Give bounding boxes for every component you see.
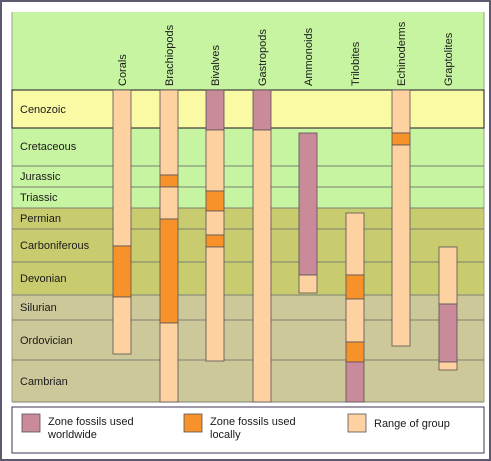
label-devonian: Devonian	[20, 273, 66, 285]
range-bars	[112, 89, 458, 403]
band-cretaceous	[12, 128, 484, 166]
label-graptolites: Graptolites	[443, 32, 455, 86]
label-ordovician: Ordovician	[20, 335, 73, 347]
legend-swatch-worldwide	[21, 413, 41, 433]
legend-local-line2: locally	[210, 429, 241, 441]
label-triassic: Triassic	[20, 192, 58, 204]
legend-worldwide-label: Zone fossils used worldwide	[47, 416, 137, 441]
bar-bivalves	[205, 89, 225, 362]
label-gastropods: Gastropods	[257, 29, 269, 86]
legend-swatch-local	[183, 413, 203, 433]
legend-local-line1: Zone fossils used	[210, 416, 296, 428]
legend: Zone fossils used worldwide Zone fossils…	[11, 406, 485, 454]
label-brachiopods: Brachiopods	[164, 24, 176, 86]
band-permian	[12, 208, 484, 229]
column-lines	[11, 12, 485, 402]
label-trilobites: Trilobites	[350, 41, 362, 86]
band-jurassic	[12, 166, 484, 187]
bar-gastropods	[252, 89, 272, 403]
legend-worldwide-line1: Zone fossils used	[48, 416, 134, 428]
bar-graptolites	[438, 246, 458, 371]
band-cenozoic	[12, 90, 484, 128]
group-labels: Corals Brachiopods Bivalves Gastropods A…	[117, 21, 455, 86]
label-echinoderms: Echinoderms	[396, 21, 408, 86]
legend-range-label: Range of group	[374, 418, 450, 430]
label-corals: Corals	[117, 54, 129, 86]
bar-trilobites	[345, 212, 365, 403]
label-cretaceous: Cretaceous	[20, 141, 77, 153]
band-ordovician	[12, 320, 484, 360]
period-labels: Cenozoic Cretaceous Jurassic Triassic Pe…	[20, 104, 90, 388]
bar-ammonoids	[298, 132, 318, 294]
bar-echinoderms	[391, 89, 411, 347]
label-silurian: Silurian	[20, 302, 57, 314]
label-bivalves: Bivalves	[210, 45, 222, 86]
label-cenozoic: Cenozoic	[20, 104, 66, 116]
label-permian: Permian	[20, 213, 61, 225]
legend-worldwide-line2: worldwide	[47, 429, 97, 441]
label-jurassic: Jurassic	[20, 171, 61, 183]
legend-swatch-range	[347, 413, 367, 433]
label-ammonoids: Ammonoids	[303, 27, 315, 86]
label-carboniferous: Carboniferous	[20, 240, 90, 252]
label-cambrian: Cambrian	[20, 376, 68, 388]
bar-brachiopods	[159, 89, 179, 403]
legend-local-label: Zone fossils used locally	[210, 416, 299, 441]
band-triassic	[12, 187, 484, 208]
legend-frame	[11, 406, 485, 454]
cenozoic-box	[11, 89, 485, 129]
bar-corals	[112, 89, 132, 355]
band-devonian	[12, 262, 484, 295]
band-silurian	[12, 295, 484, 320]
header-area	[12, 12, 484, 90]
band-cambrian	[12, 360, 484, 402]
